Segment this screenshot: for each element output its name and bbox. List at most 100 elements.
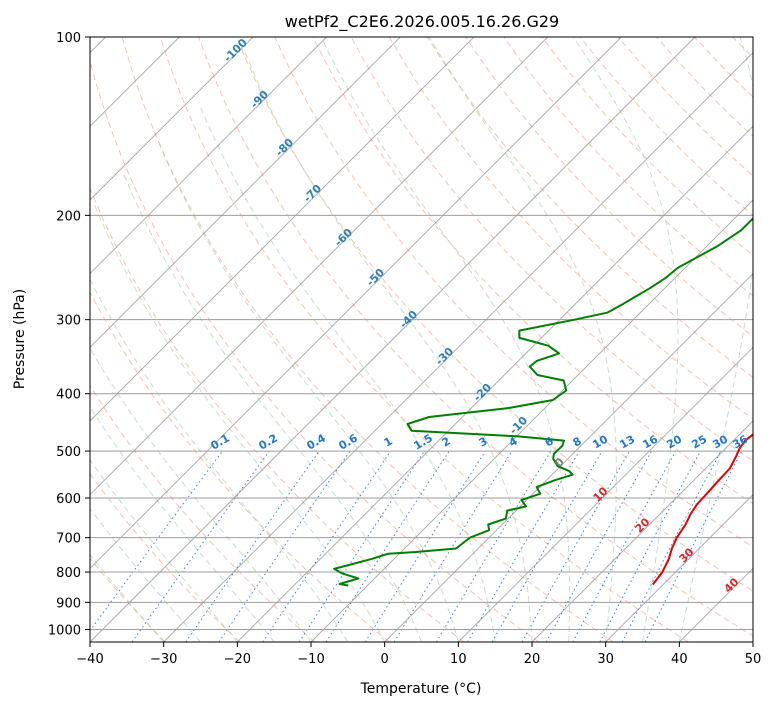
mixing-ratio-line	[218, 450, 351, 642]
mixing-ratio-line	[325, 450, 450, 642]
x-tick-label: −40	[76, 652, 103, 667]
isotherm-line	[678, 567, 753, 642]
isotherm-line	[457, 346, 753, 642]
mixing-ratio-label: 20	[664, 432, 684, 451]
x-tick-label: 30	[597, 652, 614, 667]
mixing-ratio-line	[435, 450, 552, 642]
dry-adiabat-label: -10	[507, 414, 530, 437]
moist-adiabat-line	[90, 278, 349, 642]
mixing-ratio-line	[521, 450, 630, 642]
dry-adiabat-line	[90, 472, 241, 642]
dry-adiabat-line	[90, 384, 316, 642]
x-tick-label: −20	[224, 652, 251, 667]
isotherm-line	[236, 125, 753, 642]
mixing-ratio-line	[262, 450, 392, 642]
dry-adiabat-line	[121, 37, 614, 642]
moist-adiabat-line	[243, 49, 533, 642]
dry-adiabat-line	[771, 37, 775, 642]
dry-adiabat-line	[159, 37, 689, 642]
isotherm-line	[90, 37, 254, 201]
dry-adiabat-label: -70	[301, 182, 324, 205]
y-tick-label: 300	[56, 314, 81, 329]
isotherm-line	[90, 37, 475, 422]
dry-adiabat-line	[350, 37, 753, 462]
dry-adiabat-line	[236, 37, 753, 592]
dry-adiabat-label: -80	[273, 136, 296, 159]
mixing-ratio-line	[364, 450, 486, 642]
dry-adiabat-line	[694, 37, 753, 98]
mixing-ratio-label: 30	[710, 432, 730, 451]
dry-adiabat-label: 10	[591, 484, 611, 504]
dry-adiabat-label: 20	[633, 515, 653, 535]
y-tick-label: 200	[56, 209, 81, 224]
isotherm-line	[310, 199, 753, 642]
mixing-ratio-label: 8	[571, 435, 584, 450]
y-tick-label: 400	[56, 388, 81, 403]
moist-adiabat-line	[90, 553, 165, 642]
mixing-ratio-line	[467, 450, 580, 642]
dry-adiabat-label: 30	[677, 545, 697, 565]
y-tick-label: 500	[56, 445, 81, 460]
moist-adiabat-line	[572, 37, 679, 642]
mixing-ratio-label: 2	[440, 435, 453, 450]
profile-lines	[333, 216, 753, 587]
mixing-ratio-label: 1.5	[412, 432, 435, 453]
mixing-ratio-label: 3	[477, 435, 490, 450]
mixing-ratio-line	[298, 450, 425, 642]
mixing-ratio-line	[599, 450, 701, 642]
mixing-ratio-label: 10	[590, 432, 610, 451]
plot-frame	[89, 36, 754, 643]
dry-adiabat-label: -60	[332, 226, 355, 249]
moist-adiabat-line	[123, 173, 422, 642]
mixing-ratio-line	[393, 450, 513, 642]
mixing-ratio-line	[90, 450, 223, 632]
dry-adiabat-label: 40	[722, 575, 742, 595]
chart-title: wetPf2_C2E6.2026.005.16.26.G29	[285, 12, 559, 32]
isotherm-line	[384, 272, 753, 642]
x-tick-label: 0	[381, 652, 389, 667]
dry-adiabat-label: -40	[397, 308, 420, 331]
mixing-ratio-label: 13	[617, 433, 637, 452]
moist-adiabat-line	[90, 347, 312, 642]
dry-adiabat-line	[503, 37, 753, 297]
mixing-ratio-label: 0.4	[305, 431, 329, 452]
x-tick-label: 40	[671, 652, 688, 667]
y-tick-label: 600	[56, 492, 81, 507]
moist-adiabat-line	[320, 37, 571, 642]
y-tick-label: 100	[56, 31, 81, 46]
dry-adiabat-line	[90, 291, 390, 642]
x-tick-label: −10	[297, 652, 324, 667]
dry-adiabat-label: -20	[471, 381, 494, 404]
isotherm-line	[90, 37, 549, 496]
moist-adiabat-line	[90, 507, 201, 642]
y-axis-label: Pressure (hPa)	[12, 289, 28, 389]
dry-adiabat-line	[426, 37, 753, 378]
dry-adiabat-line	[312, 37, 753, 505]
y-tick-label: 900	[56, 596, 81, 611]
dry-adiabat-line	[465, 37, 753, 338]
y-tick-label: 800	[56, 566, 81, 581]
dry-adiabat-line	[274, 37, 753, 548]
mixing-ratio-label: 36	[730, 432, 750, 451]
moist-adiabat-line	[198, 104, 496, 642]
isotherm-line	[605, 493, 753, 642]
dry-adiabat-line	[732, 37, 753, 59]
x-tick-label: −30	[150, 652, 177, 667]
isotherm-line	[163, 51, 753, 642]
mixing-ratio-label: 0.1	[209, 432, 232, 453]
mixing-ratio-label: 0.2	[257, 432, 280, 453]
moist-adiabat-line	[428, 37, 617, 642]
moist-adiabat-line	[90, 406, 275, 642]
dry-adiabat-line	[388, 37, 753, 420]
mixing-ratio-line	[131, 450, 270, 642]
dry-adiabat-label: -30	[433, 345, 456, 368]
mixing-ratio-label: 25	[689, 433, 709, 452]
axes: −40 −30 −20 −10 0 10 20 30 40 50 100 200 300 400 500 60…	[48, 31, 761, 667]
mixing-ratio-line	[185, 450, 320, 642]
x-tick-label: 20	[524, 652, 541, 667]
isotherm-line	[90, 37, 696, 642]
dry-adiabat-label: -100	[221, 36, 250, 65]
x-axis-label: Temperature (°C)	[360, 681, 482, 697]
mixing-ratio-line	[572, 450, 677, 642]
